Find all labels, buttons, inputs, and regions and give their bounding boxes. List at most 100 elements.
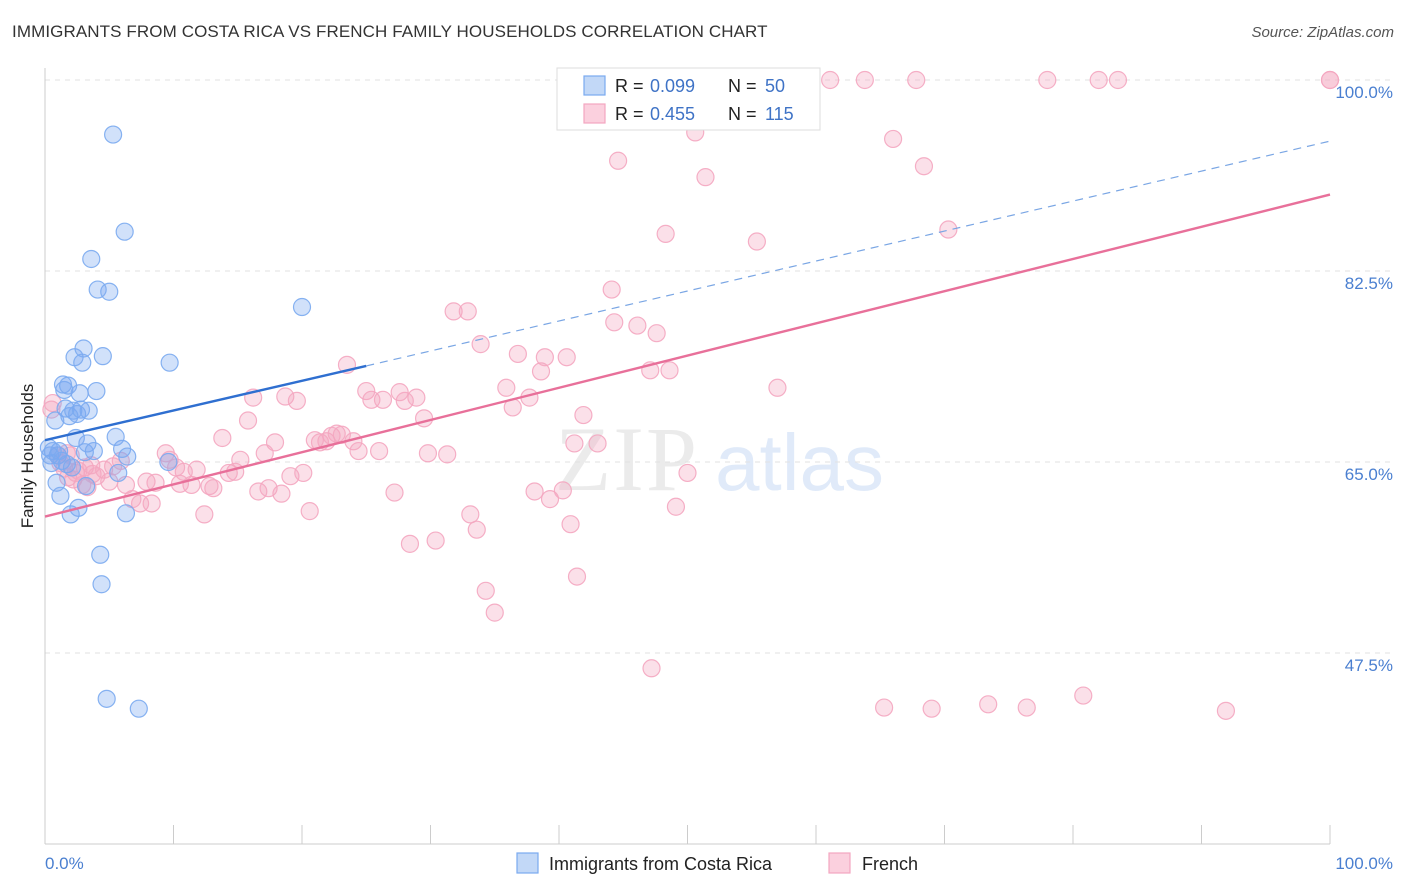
legend-n-value-2: 115 bbox=[765, 104, 794, 124]
data-point-french bbox=[561, 515, 580, 534]
data-point-french bbox=[400, 534, 420, 553]
data-point-french bbox=[418, 444, 438, 463]
data-point-french bbox=[249, 482, 268, 501]
legend-n-value-1: 50 bbox=[765, 76, 785, 96]
data-point-costa-rica bbox=[100, 282, 119, 301]
data-point-french bbox=[588, 434, 607, 453]
data-point-french bbox=[605, 313, 624, 332]
data-point-french bbox=[272, 484, 291, 503]
data-point-costa-rica bbox=[78, 434, 97, 453]
data-point-french bbox=[628, 316, 647, 335]
watermark: ZIP atlas bbox=[555, 408, 884, 510]
data-point-french bbox=[768, 378, 787, 397]
data-point-french bbox=[438, 445, 457, 464]
data-point-french bbox=[238, 411, 258, 430]
data-point-french bbox=[390, 383, 409, 402]
data-point-french bbox=[476, 581, 495, 600]
data-point-french bbox=[1320, 70, 1340, 90]
data-point-costa-rica bbox=[160, 353, 179, 372]
data-point-french bbox=[557, 348, 576, 367]
bottom-legend-swatch-french bbox=[828, 852, 851, 874]
data-point-costa-rica bbox=[91, 545, 110, 564]
data-point-french bbox=[883, 129, 903, 149]
legend-swatch-costa-rica bbox=[583, 75, 606, 96]
data-point-french bbox=[567, 567, 587, 586]
data-point-french bbox=[656, 224, 675, 243]
y-tick-label: 65.0% bbox=[1345, 465, 1393, 484]
data-point-french bbox=[821, 70, 840, 90]
data-point-french bbox=[979, 695, 998, 714]
legend-swatch-french bbox=[583, 103, 606, 124]
data-point-french bbox=[666, 497, 686, 516]
data-point-costa-rica bbox=[118, 447, 137, 466]
x-axis-ticks bbox=[44, 825, 1331, 844]
bottom-legend-label-costa-rica: Immigrants from Costa Rica bbox=[549, 854, 773, 874]
data-point-french bbox=[565, 434, 584, 453]
data-point-french bbox=[294, 463, 313, 483]
data-point-french bbox=[426, 531, 445, 550]
data-point-costa-rica bbox=[74, 339, 93, 358]
data-point-costa-rica bbox=[129, 699, 148, 718]
data-point-costa-rica bbox=[84, 441, 103, 461]
data-point-french bbox=[642, 659, 661, 678]
data-point-costa-rica bbox=[46, 411, 65, 430]
data-point-french bbox=[696, 168, 715, 187]
data-point-french bbox=[42, 400, 61, 419]
data-point-french bbox=[678, 463, 697, 483]
gridlines bbox=[45, 79, 1395, 654]
data-point-costa-rica bbox=[92, 575, 111, 594]
data-point-french bbox=[485, 603, 504, 622]
x-tick-label-min: 0.0% bbox=[45, 854, 84, 873]
data-point-costa-rica bbox=[88, 280, 107, 299]
data-point-french bbox=[855, 70, 874, 90]
data-point-french bbox=[535, 348, 554, 367]
data-point-french bbox=[1216, 701, 1236, 720]
data-point-french bbox=[471, 335, 490, 354]
data-point-french bbox=[142, 494, 161, 513]
bottom-legend-label-french: French bbox=[862, 854, 918, 874]
data-point-costa-rica bbox=[97, 689, 116, 708]
legend-n-label-2: N = bbox=[728, 104, 757, 124]
data-point-costa-rica bbox=[82, 249, 101, 269]
data-point-french bbox=[914, 157, 934, 176]
data-point-french bbox=[349, 441, 368, 461]
data-point-costa-rica bbox=[70, 384, 89, 403]
legend-r-value-1: 0.099 bbox=[650, 76, 695, 96]
data-point-costa-rica bbox=[116, 504, 136, 523]
data-point-french bbox=[907, 70, 926, 90]
data-point-costa-rica bbox=[109, 463, 128, 483]
data-point-french bbox=[647, 324, 666, 343]
data-point-french bbox=[1108, 70, 1128, 90]
trend-line-french bbox=[44, 193, 1331, 518]
data-point-french bbox=[1074, 686, 1093, 705]
y-tick-label: 82.5% bbox=[1345, 274, 1393, 293]
data-point-french bbox=[609, 151, 628, 170]
data-point-french bbox=[458, 302, 477, 321]
data-point-french bbox=[287, 391, 306, 410]
data-point-french bbox=[265, 433, 285, 452]
data-point-french bbox=[467, 520, 486, 539]
data-point-french bbox=[1038, 70, 1057, 90]
y-tick-label: 47.5% bbox=[1345, 656, 1393, 675]
data-point-french bbox=[875, 698, 894, 717]
data-point-costa-rica bbox=[57, 455, 76, 474]
data-point-french bbox=[370, 441, 389, 461]
data-point-french bbox=[444, 302, 463, 321]
data-point-french bbox=[385, 483, 404, 502]
source-label: Source: ZipAtlas.com bbox=[1251, 24, 1394, 41]
data-point-french bbox=[1017, 698, 1036, 717]
data-point-french bbox=[747, 232, 766, 251]
data-point-costa-rica bbox=[292, 297, 312, 317]
data-point-costa-rica bbox=[71, 400, 91, 419]
data-point-french bbox=[602, 280, 621, 299]
data-point-french bbox=[300, 502, 319, 521]
data-point-french bbox=[574, 405, 593, 425]
trend-line-costa-rica bbox=[44, 364, 367, 442]
data-point-costa-rica bbox=[79, 401, 98, 420]
data-point-french bbox=[373, 390, 393, 409]
data-point-french bbox=[204, 479, 223, 498]
svg-text:ZIP: ZIP bbox=[555, 408, 699, 510]
legend-n-label-1: N = bbox=[728, 76, 757, 96]
data-point-french bbox=[531, 362, 551, 381]
data-point-french bbox=[187, 460, 206, 479]
